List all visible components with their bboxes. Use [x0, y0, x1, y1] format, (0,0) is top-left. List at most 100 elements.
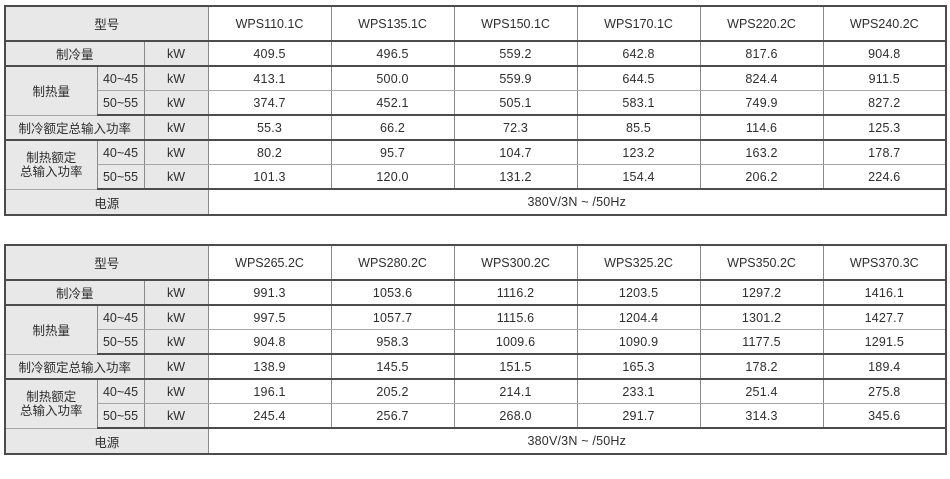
value-cell: 104.7: [453, 140, 578, 165]
unit-kw-label: kW: [143, 90, 209, 116]
cooling-capacity-row: 制冷量 kW 991.3 1053.6 1116.2 1203.5 1297.2…: [4, 280, 947, 306]
model-header-label: 型号: [4, 245, 209, 281]
model-name: WPS325.2C: [576, 245, 701, 281]
model-name: WPS220.2C: [699, 6, 824, 42]
value-cell: 72.3: [453, 115, 578, 141]
value-cell: 314.3: [699, 403, 824, 429]
value-cell: 233.1: [576, 379, 701, 404]
value-cell: 1057.7: [330, 305, 455, 330]
heating-input-row-40-45: 制热额定 总输入功率 40~45 kW 80.2 95.7 104.7 123.…: [4, 140, 947, 190]
value-cell: 500.0: [330, 66, 455, 91]
range-50-55-label: 50~55: [96, 90, 145, 116]
power-supply-label: 电源: [4, 189, 209, 216]
unit-kw-label: kW: [143, 354, 209, 380]
power-supply-row: 电源 380V/3N ~ /50Hz: [4, 428, 947, 455]
model-header-label: 型号: [4, 6, 209, 42]
value-cell: 991.3: [207, 280, 332, 306]
value-cell: 345.6: [822, 403, 947, 429]
unit-kw-label: kW: [143, 140, 209, 165]
range-50-55-label: 50~55: [96, 403, 145, 429]
heating-input-row-50-55: 50~55 kW 101.3 120.0 131.2 154.4 206.2 2…: [5, 164, 947, 190]
value-cell: 178.7: [822, 140, 947, 165]
cooling-input-label: 制冷额定总输入功率: [4, 354, 145, 380]
spec-table-upper: 型号 WPS110.1C WPS135.1C WPS150.1C WPS170.…: [4, 5, 948, 216]
unit-kw-label: kW: [143, 329, 209, 355]
value-cell: 224.6: [822, 164, 947, 190]
value-cell: 80.2: [207, 140, 332, 165]
range-40-45-label: 40~45: [96, 379, 145, 404]
unit-kw-label: kW: [143, 164, 209, 190]
value-cell: 827.2: [822, 90, 947, 116]
heating-input-label-line1: 制热额定: [26, 150, 77, 165]
heating-input-label: 制热额定 总输入功率: [4, 379, 98, 429]
heating-input-label-line2: 总输入功率: [19, 164, 83, 179]
unit-kw-label: kW: [143, 379, 209, 404]
value-cell: 1301.2: [699, 305, 824, 330]
value-cell: 189.4: [822, 354, 947, 380]
unit-kw-label: kW: [143, 280, 209, 306]
value-cell: 125.3: [822, 115, 947, 141]
range-40-45-label: 40~45: [96, 140, 145, 165]
value-cell: 291.7: [576, 403, 701, 429]
heating-capacity-row-40-45: 制热量 40~45 kW 413.1 500.0 559.9 644.5 824…: [4, 66, 947, 116]
value-cell: 123.2: [576, 140, 701, 165]
model-name: WPS280.2C: [330, 245, 455, 281]
value-cell: 95.7: [330, 140, 455, 165]
range-40-45-label: 40~45: [96, 66, 145, 91]
heating-capacity-row-50-55: 50~55 kW 374.7 452.1 505.1 583.1 749.9 8…: [5, 90, 947, 116]
cooling-input-label: 制冷额定总输入功率: [4, 115, 145, 141]
value-cell: 268.0: [453, 403, 578, 429]
heating-capacity-label: 制热量: [4, 305, 98, 355]
value-cell: 178.2: [699, 354, 824, 380]
value-cell: 824.4: [699, 66, 824, 91]
value-cell: 1177.5: [699, 329, 824, 355]
value-cell: 1116.2: [453, 280, 578, 306]
cooling-capacity-label: 制冷量: [4, 41, 145, 67]
heating-input-label-line1: 制热额定: [26, 389, 77, 404]
value-cell: 496.5: [330, 41, 455, 67]
value-cell: 452.1: [330, 90, 455, 116]
value-cell: 958.3: [330, 329, 455, 355]
value-cell: 1291.5: [822, 329, 947, 355]
value-cell: 559.9: [453, 66, 578, 91]
model-name: WPS110.1C: [207, 6, 332, 42]
model-name: WPS150.1C: [453, 6, 578, 42]
model-row: 型号 WPS265.2C WPS280.2C WPS300.2C WPS325.…: [4, 245, 947, 281]
value-cell: 245.4: [207, 403, 332, 429]
value-cell: 275.8: [822, 379, 947, 404]
unit-kw-label: kW: [143, 66, 209, 91]
value-cell: 409.5: [207, 41, 332, 67]
unit-kw-label: kW: [143, 115, 209, 141]
value-cell: 131.2: [453, 164, 578, 190]
value-cell: 559.2: [453, 41, 578, 67]
heating-input-row-50-55: 50~55 kW 245.4 256.7 268.0 291.7 314.3 3…: [5, 403, 947, 429]
cooling-capacity-label: 制冷量: [4, 280, 145, 306]
value-cell: 749.9: [699, 90, 824, 116]
value-cell: 1053.6: [330, 280, 455, 306]
value-cell: 1204.4: [576, 305, 701, 330]
power-supply-row: 电源 380V/3N ~ /50Hz: [4, 189, 947, 216]
heating-capacity-row-40-45: 制热量 40~45 kW 997.5 1057.7 1115.6 1204.4 …: [4, 305, 947, 355]
value-cell: 911.5: [822, 66, 947, 91]
value-cell: 505.1: [453, 90, 578, 116]
value-cell: 251.4: [699, 379, 824, 404]
value-cell: 1090.9: [576, 329, 701, 355]
value-cell: 154.4: [576, 164, 701, 190]
value-cell: 206.2: [699, 164, 824, 190]
model-name: WPS300.2C: [453, 245, 578, 281]
value-cell: 1009.6: [453, 329, 578, 355]
model-name: WPS265.2C: [207, 245, 332, 281]
spec-table-lower: 型号 WPS265.2C WPS280.2C WPS300.2C WPS325.…: [4, 244, 948, 455]
unit-kw-label: kW: [143, 403, 209, 429]
value-cell: 413.1: [207, 66, 332, 91]
model-name: WPS240.2C: [822, 6, 947, 42]
value-cell: 1297.2: [699, 280, 824, 306]
spec-sheet: 型号 WPS110.1C WPS135.1C WPS150.1C WPS170.…: [4, 5, 948, 455]
value-cell: 904.8: [207, 329, 332, 355]
value-cell: 1203.5: [576, 280, 701, 306]
value-cell: 196.1: [207, 379, 332, 404]
power-supply-label: 电源: [4, 428, 209, 455]
value-cell: 101.3: [207, 164, 332, 190]
heating-capacity-row-50-55: 50~55 kW 904.8 958.3 1009.6 1090.9 1177.…: [5, 329, 947, 355]
model-name: WPS370.3C: [822, 245, 947, 281]
